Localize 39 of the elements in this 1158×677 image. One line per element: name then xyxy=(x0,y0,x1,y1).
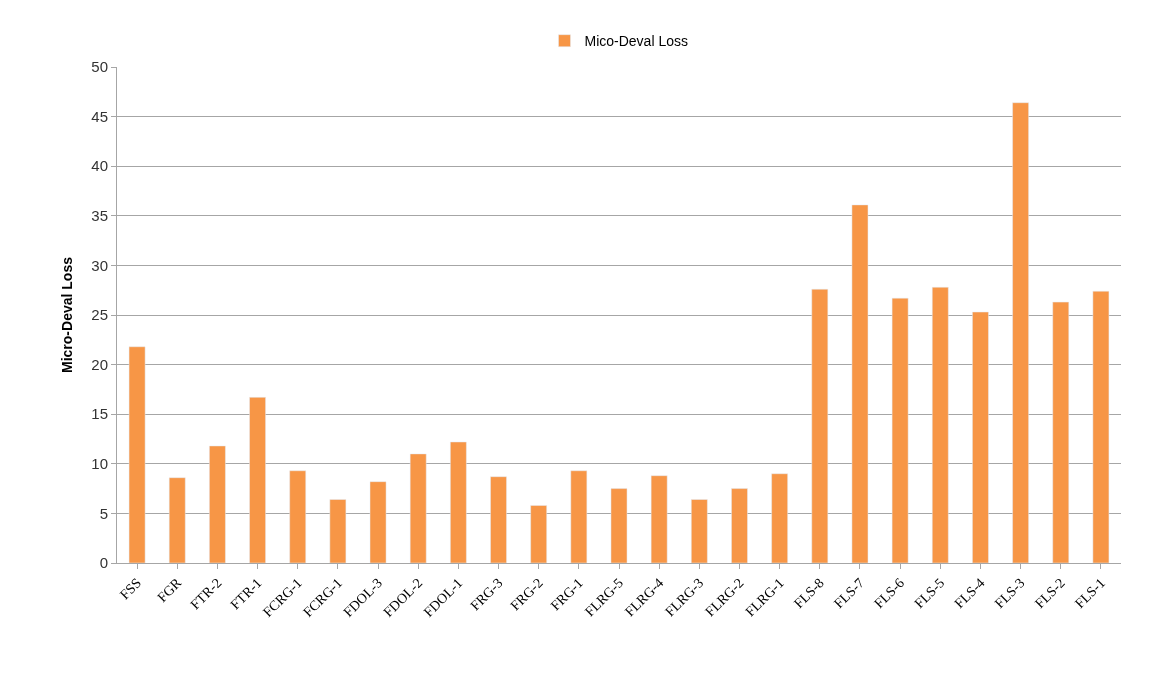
bar xyxy=(369,481,387,563)
bar xyxy=(128,346,146,563)
bar xyxy=(691,499,708,563)
bar xyxy=(891,297,909,563)
y-tick-label: 40 xyxy=(91,157,108,175)
bar xyxy=(771,473,788,563)
bar xyxy=(972,311,989,563)
bar xyxy=(530,505,547,563)
bar xyxy=(650,475,668,563)
y-tick-label: 45 xyxy=(91,107,108,125)
y-tick-label: 5 xyxy=(99,504,108,522)
bar xyxy=(731,488,748,563)
bar xyxy=(932,286,949,563)
bar xyxy=(289,470,306,563)
bar xyxy=(209,445,226,563)
y-tick-label: 20 xyxy=(91,355,108,373)
bar xyxy=(490,476,507,563)
bar xyxy=(610,488,628,563)
bar xyxy=(329,499,347,563)
legend-label: Mico-Deval Loss xyxy=(584,33,688,50)
y-tick-label: 35 xyxy=(91,207,108,225)
bar xyxy=(570,470,588,563)
bar xyxy=(811,288,829,563)
bar xyxy=(1092,290,1110,563)
x-tick-label: FSS xyxy=(117,575,145,603)
y-tick-label: 0 xyxy=(99,554,108,572)
y-tick-label: 50 xyxy=(91,58,108,76)
bar xyxy=(249,397,266,563)
bar xyxy=(851,204,869,563)
bar xyxy=(168,477,186,563)
y-tick-label: 15 xyxy=(91,405,108,423)
bar xyxy=(1012,102,1029,563)
bar xyxy=(409,453,427,563)
bar xyxy=(1052,301,1070,563)
bar xyxy=(450,441,467,563)
y-tick-label: 10 xyxy=(91,455,108,473)
y-tick-label: 25 xyxy=(91,306,108,324)
y-tick-label: 30 xyxy=(91,256,108,274)
y-axis-title: Micro-Deval Loss xyxy=(58,256,75,373)
